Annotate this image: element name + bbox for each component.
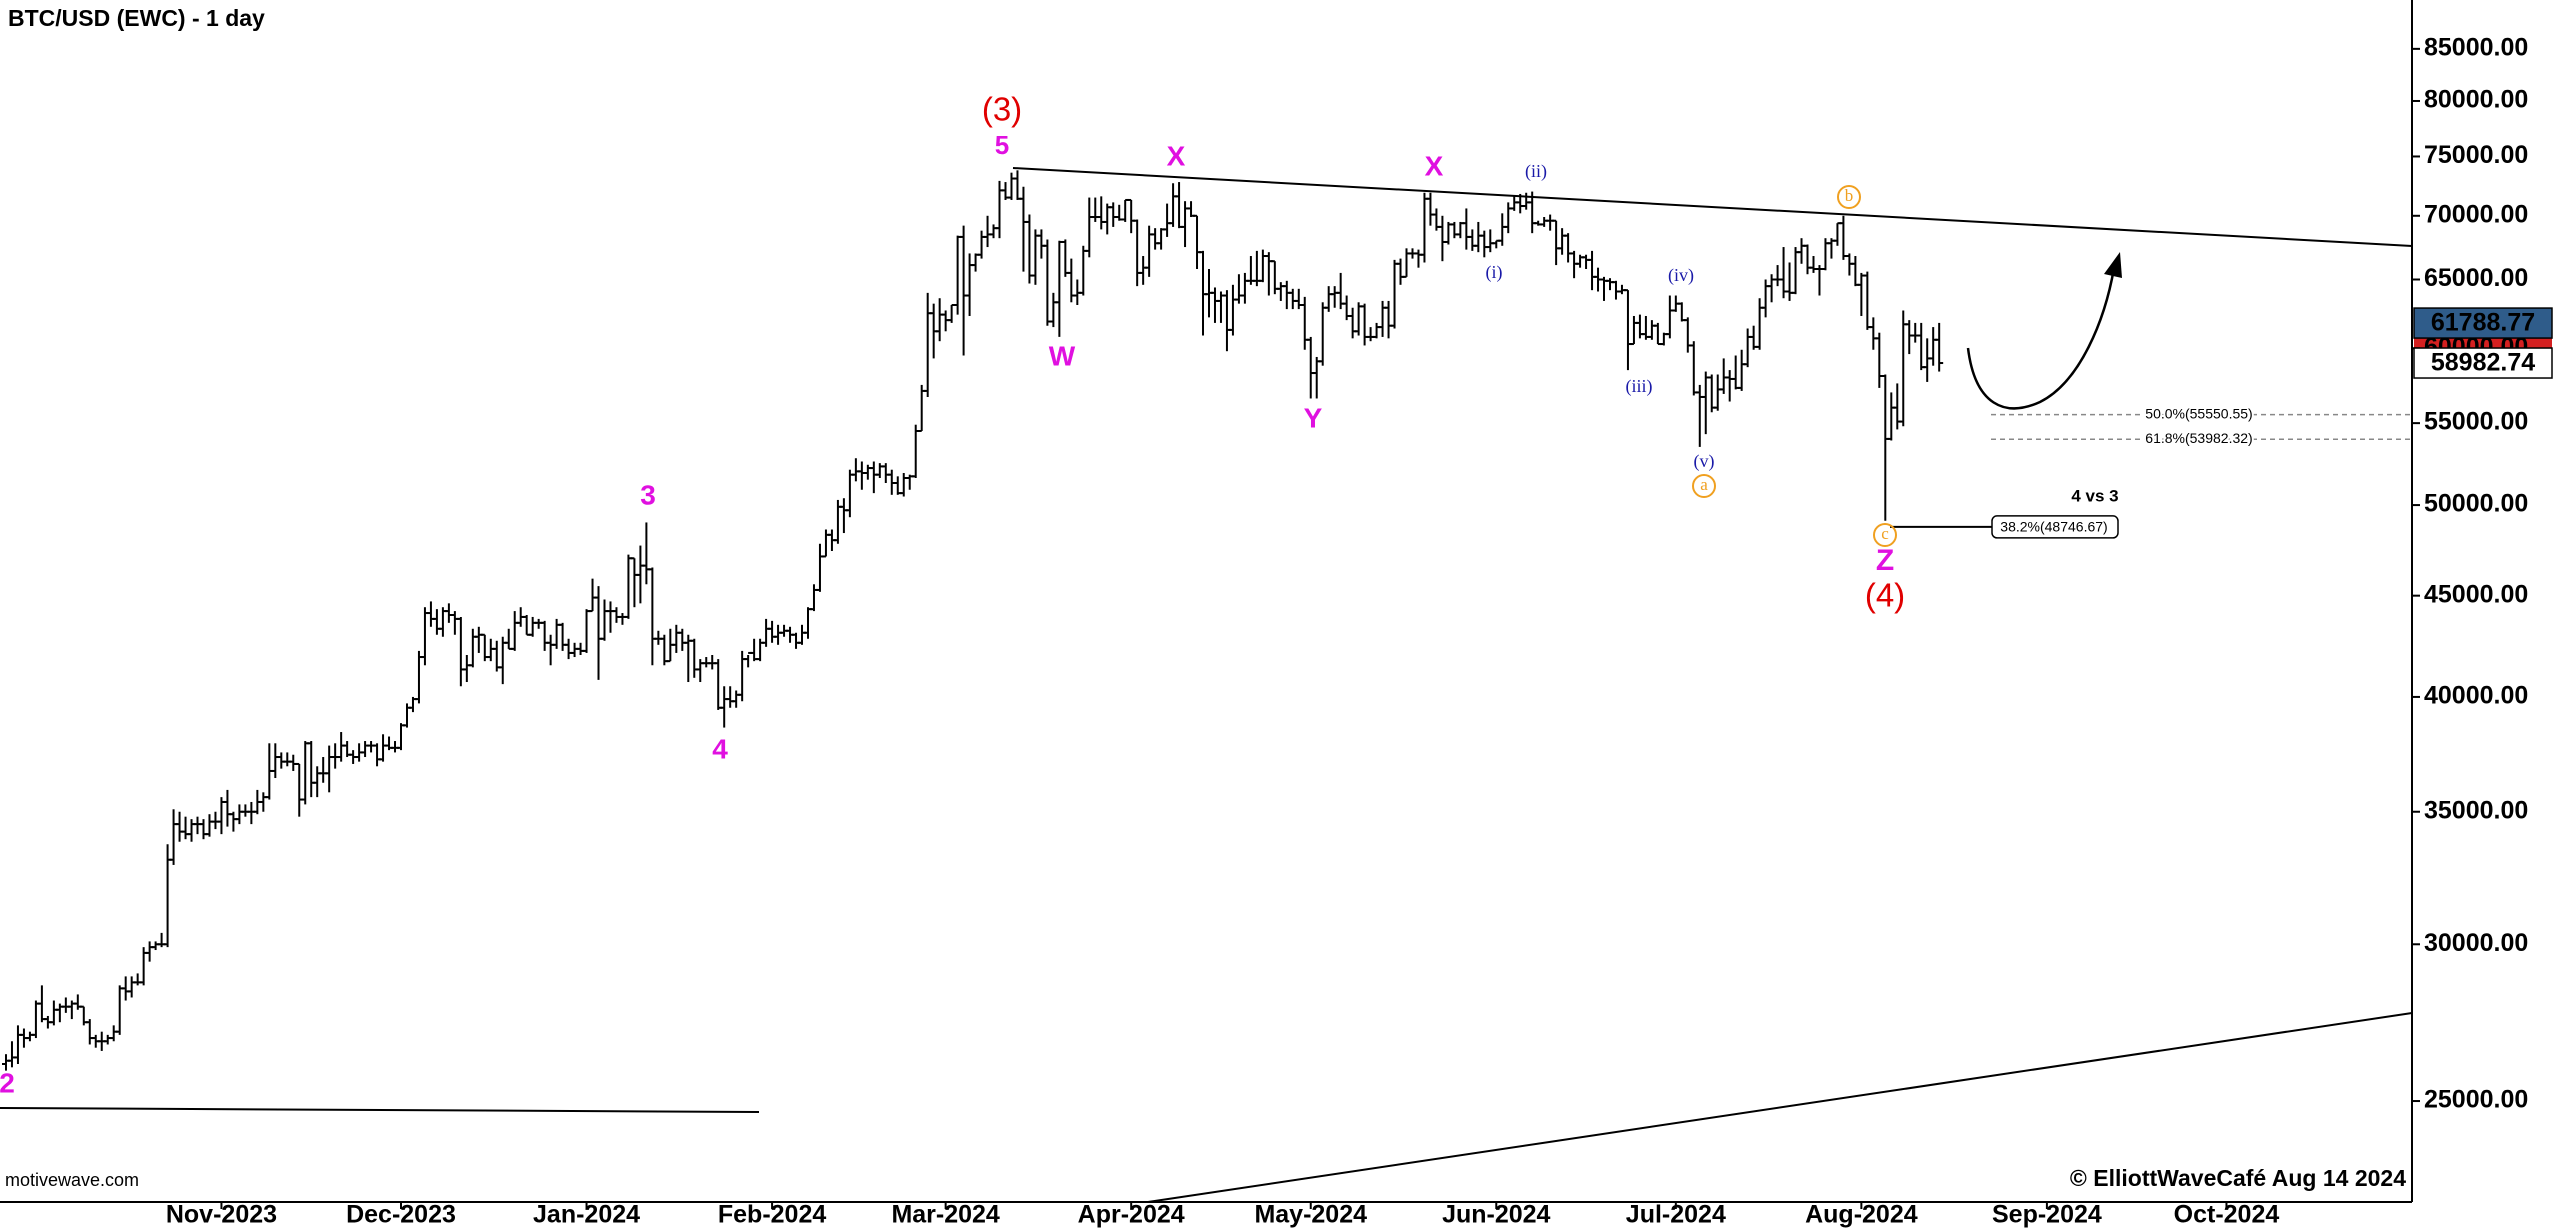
x-tick-label: Feb-2024 bbox=[718, 1201, 826, 1228]
wave-label: 2 bbox=[0, 1067, 15, 1098]
fib-label: 50.0%(55550.55) bbox=[2145, 405, 2252, 421]
x-tick-label: Aug-2024 bbox=[1805, 1201, 1918, 1228]
wave-label: a bbox=[1700, 475, 1708, 494]
fib-box bbox=[1991, 515, 2119, 539]
x-tick-label: Nov-2023 bbox=[166, 1201, 277, 1228]
price-label: 58982.74 bbox=[2431, 349, 2535, 377]
y-tick-label: 80000.00 bbox=[2424, 86, 2528, 114]
x-tick-label: Jun-2024 bbox=[1442, 1201, 1550, 1228]
y-tick-label: 50000.00 bbox=[2424, 490, 2528, 518]
fib-label: 38.2%(48746.67) bbox=[2000, 519, 2107, 535]
y-tick-label: 85000.00 bbox=[2424, 33, 2528, 61]
wave-label: Z bbox=[1876, 544, 1894, 577]
x-tick-label: Dec-2023 bbox=[346, 1201, 456, 1228]
y-tick-label: 75000.00 bbox=[2424, 141, 2528, 169]
y-tick-label: 55000.00 bbox=[2424, 408, 2528, 436]
wave-label: (3) bbox=[982, 91, 1022, 128]
price-box bbox=[2413, 307, 2553, 339]
trend-line bbox=[1147, 1012, 2413, 1203]
x-tick-label: Apr-2024 bbox=[1078, 1201, 1185, 1228]
fib-label: 61.8%(53982.32) bbox=[2145, 430, 2252, 446]
wave-label: b bbox=[1845, 186, 1854, 205]
x-tick-label: Oct-2024 bbox=[2174, 1201, 2280, 1228]
wave-circle bbox=[1692, 474, 1716, 498]
arrow-head bbox=[2104, 252, 2122, 278]
wave-label: (4) bbox=[1865, 577, 1905, 614]
wave-label: c bbox=[1881, 524, 1889, 543]
wave-label: (iii) bbox=[1626, 376, 1653, 397]
price-label: 61788.77 bbox=[2431, 309, 2535, 337]
x-tick-label: May-2024 bbox=[1254, 1201, 1367, 1228]
x-tick-label: Sep-2024 bbox=[1992, 1201, 2102, 1228]
chart-title: BTC/USD (EWC) - 1 day bbox=[8, 5, 265, 31]
x-tick-label: Jan-2024 bbox=[533, 1201, 640, 1228]
wave-circle bbox=[1837, 185, 1861, 209]
wave-label: X bbox=[1425, 150, 1444, 181]
wave-label: 4 vs 3 bbox=[2071, 486, 2118, 505]
wave-label: 4 bbox=[712, 733, 728, 764]
y-tick-label: 35000.00 bbox=[2424, 796, 2528, 824]
wave-label: (i) bbox=[1486, 262, 1503, 283]
wave-label: (iv) bbox=[1668, 265, 1694, 286]
price-box bbox=[2413, 347, 2553, 379]
y-tick-label: 65000.00 bbox=[2424, 264, 2528, 292]
projection-arrow bbox=[1966, 267, 2116, 410]
trend-line bbox=[1012, 167, 2413, 247]
y-tick-label: 70000.00 bbox=[2424, 200, 2528, 228]
x-tick-label: Mar-2024 bbox=[891, 1201, 999, 1228]
wave-label: Y bbox=[1304, 402, 1323, 433]
wave-label: 3 bbox=[640, 479, 656, 510]
credit-label: © ElliottWaveCafé Aug 14 2024 bbox=[2070, 1165, 2406, 1191]
wave-label: X bbox=[1167, 140, 1186, 171]
y-tick-label: 30000.00 bbox=[2424, 929, 2528, 957]
y-tick-label: 25000.00 bbox=[2424, 1086, 2528, 1114]
wave-label: (v) bbox=[1694, 451, 1715, 472]
x-tick-label: Jul-2024 bbox=[1626, 1201, 1726, 1228]
y-tick-label: 40000.00 bbox=[2424, 682, 2528, 710]
y-tick-label: 45000.00 bbox=[2424, 580, 2528, 608]
wave-label: (ii) bbox=[1525, 161, 1547, 182]
source-label: motivewave.com bbox=[5, 1170, 139, 1190]
wave-label: W bbox=[1049, 340, 1076, 371]
wave-circle bbox=[1873, 523, 1897, 547]
wave-label: 5 bbox=[995, 130, 1009, 160]
trend-line bbox=[0, 1107, 760, 1113]
